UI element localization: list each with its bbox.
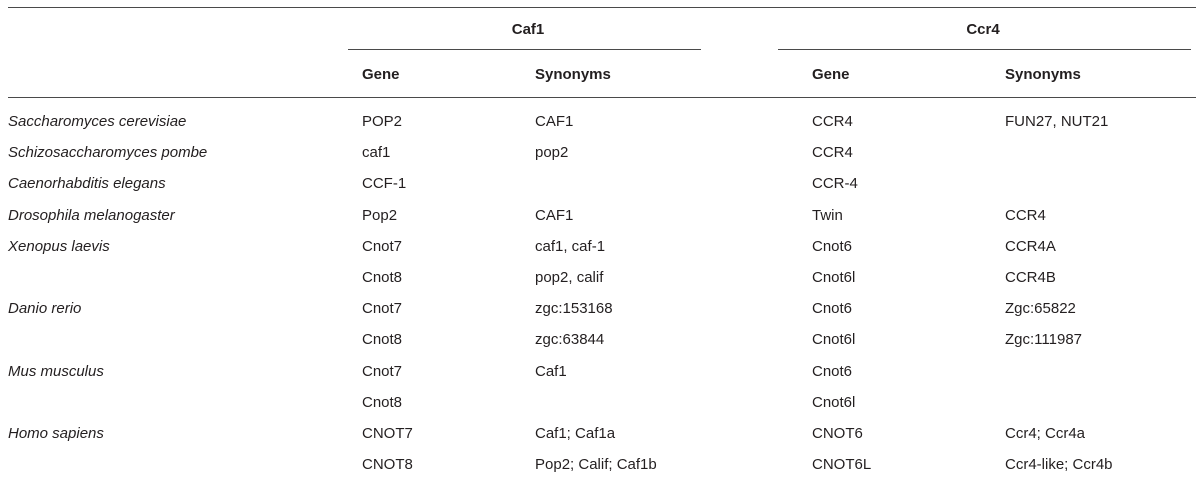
table-body: Saccharomyces cerevisiae POP2 CAF1 CCR4 … xyxy=(0,112,1200,486)
species-cell: Mus musculus xyxy=(8,362,104,380)
species-cell: Saccharomyces cerevisiae xyxy=(8,113,187,130)
caf1-gene-cell: Pop2 xyxy=(362,206,398,224)
ccr4-gene-cell: Twin xyxy=(812,206,843,224)
caf1-gene-cell: Cnot7 xyxy=(362,300,403,318)
ccr4-synonyms-cell: Zgc:111987 xyxy=(1005,331,1082,349)
table-row: Homo sapiens CNOT7 Caf1; Caf1a CNOT6 Ccr… xyxy=(0,424,1200,455)
header-bottom-rule xyxy=(8,97,1196,98)
table-row: Saccharomyces cerevisiae POP2 CAF1 CCR4 … xyxy=(0,112,1200,143)
ccr4-synonyms-cell: CCR4A xyxy=(1005,237,1056,255)
ccr4-synonyms-cell: CCR4B xyxy=(1005,268,1056,286)
table-row: Cnot8 zgc:63844 Cnot6l Zgc:111987 xyxy=(0,330,1200,361)
caf1-synonyms-cell: zgc:63844 xyxy=(535,331,605,349)
table-row: Schizosaccharomyces pombe caf1 pop2 CCR4 xyxy=(0,143,1200,174)
species-cell: Schizosaccharomyces pombe xyxy=(8,144,208,162)
ccr4-gene-cell: CNOT6L xyxy=(812,456,872,474)
caf1-gene-cell: CCF-1 xyxy=(362,175,407,193)
caf1-group-header: Caf1 xyxy=(511,21,545,38)
ccr4-gene-cell: Cnot6 xyxy=(812,300,853,318)
ccr4-gene-cell: Cnot6l xyxy=(812,268,856,286)
table-row: Caenorhabditis elegans CCF-1 CCR-4 xyxy=(0,174,1200,205)
ccr4-group-rule xyxy=(778,49,1191,50)
caf1-synonyms-cell: caf1, caf-1 xyxy=(535,237,606,255)
species-cell: Caenorhabditis elegans xyxy=(8,175,166,193)
ccr4-synonyms-cell: CCR4 xyxy=(1005,206,1046,224)
caf1-synonyms-cell: CAF1 xyxy=(535,206,574,224)
species-cell: Drosophila melanogaster xyxy=(8,206,175,224)
ccr4-synonyms-cell: Zgc:65822 xyxy=(1005,300,1076,318)
caf1-gene-cell: CNOT7 xyxy=(362,424,413,442)
caf1-gene-cell: caf1 xyxy=(362,144,391,162)
table-top-rule xyxy=(8,7,1196,8)
ccr4-gene-cell: CCR-4 xyxy=(812,175,858,193)
caf1-gene-cell: CNOT8 xyxy=(362,456,413,474)
caf1-gene-cell: Cnot7 xyxy=(362,237,403,255)
table-row: Drosophila melanogaster Pop2 CAF1 Twin C… xyxy=(0,206,1200,237)
caf1-synonyms-cell: pop2 xyxy=(535,144,569,162)
caf1-synonyms-cell: zgc:153168 xyxy=(535,300,613,318)
caf1-gene-cell: Cnot8 xyxy=(362,331,403,349)
caf1-gene-cell: Cnot8 xyxy=(362,268,403,286)
caf1-gene-cell: Cnot8 xyxy=(362,393,403,411)
caf1-gene-cell: POP2 xyxy=(362,113,403,130)
ccr4-synonyms-cell: FUN27, NUT21 xyxy=(1005,113,1109,130)
table-row: Mus musculus Cnot7 Caf1 Cnot6 xyxy=(0,362,1200,393)
table-row: CNOT8 Pop2; Calif; Caf1b CNOT6L Ccr4-lik… xyxy=(0,455,1200,486)
caf1-synonyms-column-header: Synonyms xyxy=(535,66,611,83)
ccr4-gene-cell: Cnot6 xyxy=(812,237,853,255)
ccr4-synonyms-column-header: Synonyms xyxy=(1005,66,1081,83)
caf1-synonyms-cell: CAF1 xyxy=(535,113,574,130)
ccr4-synonyms-cell: Ccr4; Ccr4a xyxy=(1005,424,1086,442)
caf1-gene-column-header: Gene xyxy=(362,66,400,83)
caf1-synonyms-cell: pop2, calif xyxy=(535,268,604,286)
ccr4-synonyms-cell: Ccr4-like; Ccr4b xyxy=(1005,456,1113,474)
ccr4-group-header: Ccr4 xyxy=(966,21,1000,38)
ccr4-gene-cell: CCR4 xyxy=(812,113,853,130)
caf1-synonyms-cell: Caf1 xyxy=(535,362,567,380)
ccr4-gene-cell: Cnot6 xyxy=(812,362,853,380)
species-cell: Homo sapiens xyxy=(8,424,104,442)
caf1-gene-cell: Cnot7 xyxy=(362,362,403,380)
table-row: Danio rerio Cnot7 zgc:153168 Cnot6 Zgc:6… xyxy=(0,299,1200,330)
table-row: Cnot8 pop2, calif Cnot6l CCR4B xyxy=(0,268,1200,299)
caf1-synonyms-cell: Caf1; Caf1a xyxy=(535,424,616,442)
species-cell: Xenopus laevis xyxy=(8,237,110,255)
ccr4-gene-cell: CNOT6 xyxy=(812,424,863,442)
ccr4-gene-cell: CCR4 xyxy=(812,144,853,162)
caf1-group-rule xyxy=(348,49,701,50)
ccr4-gene-column-header: Gene xyxy=(812,66,850,83)
species-cell: Danio rerio xyxy=(8,300,82,318)
table-row: Cnot8 Cnot6l xyxy=(0,393,1200,424)
ccr4-gene-cell: Cnot6l xyxy=(812,331,856,349)
ccr4-gene-cell: Cnot6l xyxy=(812,393,856,411)
caf1-synonyms-cell: Pop2; Calif; Caf1b xyxy=(535,456,657,474)
table-row: Xenopus laevis Cnot7 caf1, caf-1 Cnot6 C… xyxy=(0,237,1200,268)
